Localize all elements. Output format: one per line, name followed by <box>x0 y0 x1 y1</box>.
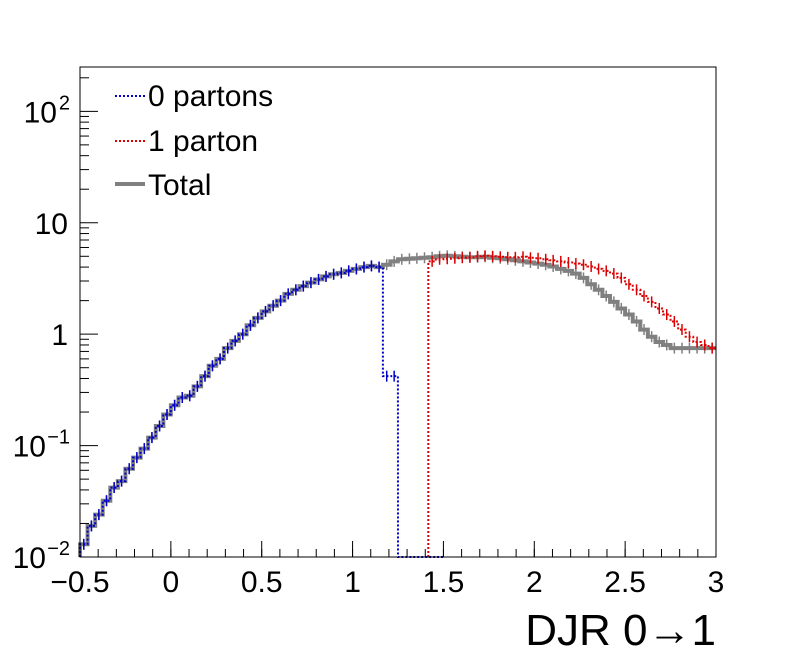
y-tick-exponent: −1 <box>47 427 70 449</box>
series-layer <box>78 250 716 558</box>
y-tick-label: 10 <box>24 96 57 129</box>
legend-label-1-parton: 1 parton <box>148 125 258 158</box>
x-tick-label: 0 <box>163 566 180 599</box>
legend-label-total: Total <box>148 169 211 202</box>
x-tick-label: −0.5 <box>50 566 109 599</box>
y-tick-label: 10 <box>13 431 46 464</box>
legend-label-0-partons: 0 partons <box>148 80 273 113</box>
x-tick-label: 3 <box>708 566 725 599</box>
x-tick-label: 0.5 <box>241 566 283 599</box>
x-tick-label: 2.5 <box>604 566 646 599</box>
series-line-1-parton <box>427 254 716 557</box>
x-tick-label: 1 <box>344 566 361 599</box>
x-axis-label: DJR 0→1 <box>525 606 716 655</box>
x-tick-label: 2 <box>526 566 543 599</box>
y-tick-label: 10 <box>35 208 68 241</box>
y-tick-label: 10 <box>13 542 46 575</box>
legend: 0 partons 1 parton Total <box>115 80 273 202</box>
y-tick-label: 1 <box>51 319 68 352</box>
y-tick-exponent: 2 <box>59 92 70 114</box>
plot-frame <box>79 66 717 558</box>
y-tick-exponent: −2 <box>47 538 70 560</box>
x-tick-label: 1.5 <box>423 566 465 599</box>
